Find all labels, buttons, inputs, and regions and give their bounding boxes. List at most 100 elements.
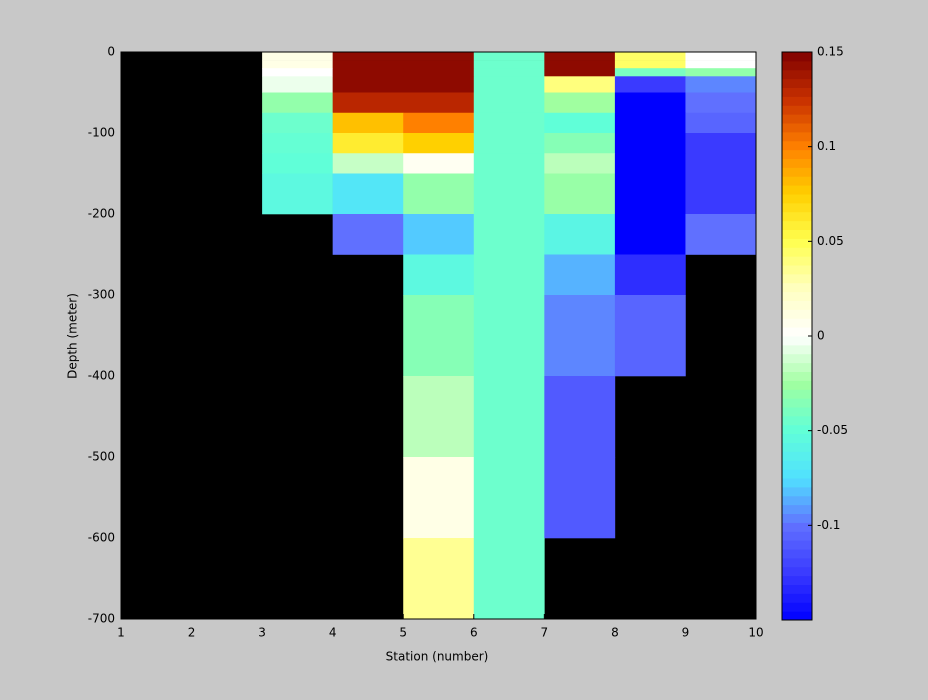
colorbar-tick-label: 0.1 (817, 139, 836, 153)
heatmap-cell (262, 92, 333, 114)
heatmap-cell (403, 173, 475, 215)
colorbar-segment (782, 300, 812, 310)
colorbar-segment (782, 176, 812, 186)
heatmap-cell (332, 214, 404, 255)
heatmap-cell (614, 153, 686, 174)
colorbar-segment (782, 380, 812, 390)
colorbar-segment (782, 318, 812, 328)
colorbar-segment (782, 442, 812, 452)
heatmap-cell (403, 295, 475, 377)
y-tick-label: -300 (88, 288, 115, 302)
colorbar-segment (782, 114, 812, 124)
heatmap-cell (544, 254, 616, 296)
colorbar-segment (782, 167, 812, 177)
heatmap-cell (403, 376, 475, 458)
colorbar-segment (782, 211, 812, 222)
heatmap-cell (685, 173, 757, 215)
heatmap-cell (473, 52, 545, 61)
colorbar-segment (782, 593, 812, 603)
colorbar-segment (782, 540, 812, 550)
heatmap-cell (262, 112, 333, 134)
colorbar-segment (782, 96, 812, 106)
colorbar-tick-label: 0.05 (817, 234, 844, 248)
heatmap-cell (403, 112, 475, 134)
colorbar-segment (782, 52, 812, 62)
y-tick-label: -600 (88, 531, 115, 545)
heatmap-cell (403, 254, 475, 296)
colorbar-segment (782, 469, 812, 479)
colorbar-segment (782, 158, 812, 168)
x-tick-label: 1 (117, 626, 125, 640)
heatmap-cell (614, 60, 686, 69)
heatmap-cell (544, 52, 616, 61)
colorbar-segment (782, 273, 812, 284)
heatmap-cell (544, 214, 616, 255)
heatmap-cell (473, 457, 545, 539)
colorbar-segment (782, 433, 812, 443)
heatmap-cell (544, 295, 616, 377)
colorbar-tick-label: 0.15 (817, 45, 844, 59)
colorbar-segment (782, 531, 812, 541)
heatmap-cell (403, 457, 475, 539)
heatmap-cell (544, 68, 616, 77)
heatmap-cell (403, 76, 475, 93)
y-tick-label: -500 (88, 450, 115, 464)
heatmap-cell (332, 173, 404, 215)
plot-frame (120, 51, 757, 620)
colorbar-segment (782, 291, 812, 301)
colorbar-segment (782, 451, 812, 461)
heatmap-cell (473, 92, 545, 114)
y-tick-label: 0 (107, 45, 115, 59)
heatmap-cell (403, 153, 475, 174)
colorbar-segment (782, 123, 812, 133)
colorbar-segment (782, 495, 812, 506)
colorbar-segment (782, 149, 812, 159)
colorbar-segment (782, 513, 812, 523)
heatmap-cell (262, 173, 333, 215)
colorbar-segment (782, 185, 812, 195)
heatmap-cell (544, 376, 616, 458)
heatmap-cell (685, 76, 757, 93)
heatmap-cell (403, 538, 475, 620)
heatmap-cell (544, 92, 616, 114)
x-tick-label: 2 (188, 626, 196, 640)
colorbar-segment (782, 220, 812, 230)
heatmap-cell (614, 254, 686, 296)
x-tick-label: 3 (258, 626, 266, 640)
heatmap-cell (544, 112, 616, 134)
heatmap-cell (614, 133, 686, 154)
x-tick-label: 6 (470, 626, 478, 640)
heatmap-cell (473, 295, 545, 377)
heatmap-cell (544, 133, 616, 154)
x-axis-label: Station (number) (386, 650, 489, 664)
colorbar-segment (782, 549, 812, 559)
colorbar-segment (782, 478, 812, 488)
y-tick-label: -100 (88, 126, 115, 140)
heatmap-cell (614, 112, 686, 134)
heatmap-cell (614, 295, 686, 377)
heatmap-cell (544, 457, 616, 539)
y-tick-label: -700 (88, 612, 115, 626)
colorbar-segment (782, 256, 812, 266)
y-tick-label: -400 (88, 369, 115, 383)
colorbar-tick-label: 0 (817, 329, 825, 343)
colorbar-segment (782, 131, 812, 142)
x-tick-label: 10 (748, 626, 763, 640)
colorbar-segment (782, 140, 812, 151)
colorbar-segment (782, 247, 812, 257)
colorbar-segment (782, 522, 812, 532)
heatmap-cell (403, 133, 475, 154)
x-tick-label: 7 (541, 626, 549, 640)
heatmap-cell (473, 376, 545, 458)
colorbar-segment (782, 424, 812, 435)
heatmap-cell (473, 153, 545, 174)
colorbar-segment (782, 398, 812, 408)
heatmap-cell (685, 68, 757, 77)
heatmap-cell (473, 112, 545, 134)
y-tick-label: -200 (88, 207, 115, 221)
heatmap-cell (614, 173, 686, 215)
heatmap-cell (685, 133, 757, 154)
heatmap-cell (403, 214, 475, 255)
colorbar-segment (782, 389, 812, 399)
